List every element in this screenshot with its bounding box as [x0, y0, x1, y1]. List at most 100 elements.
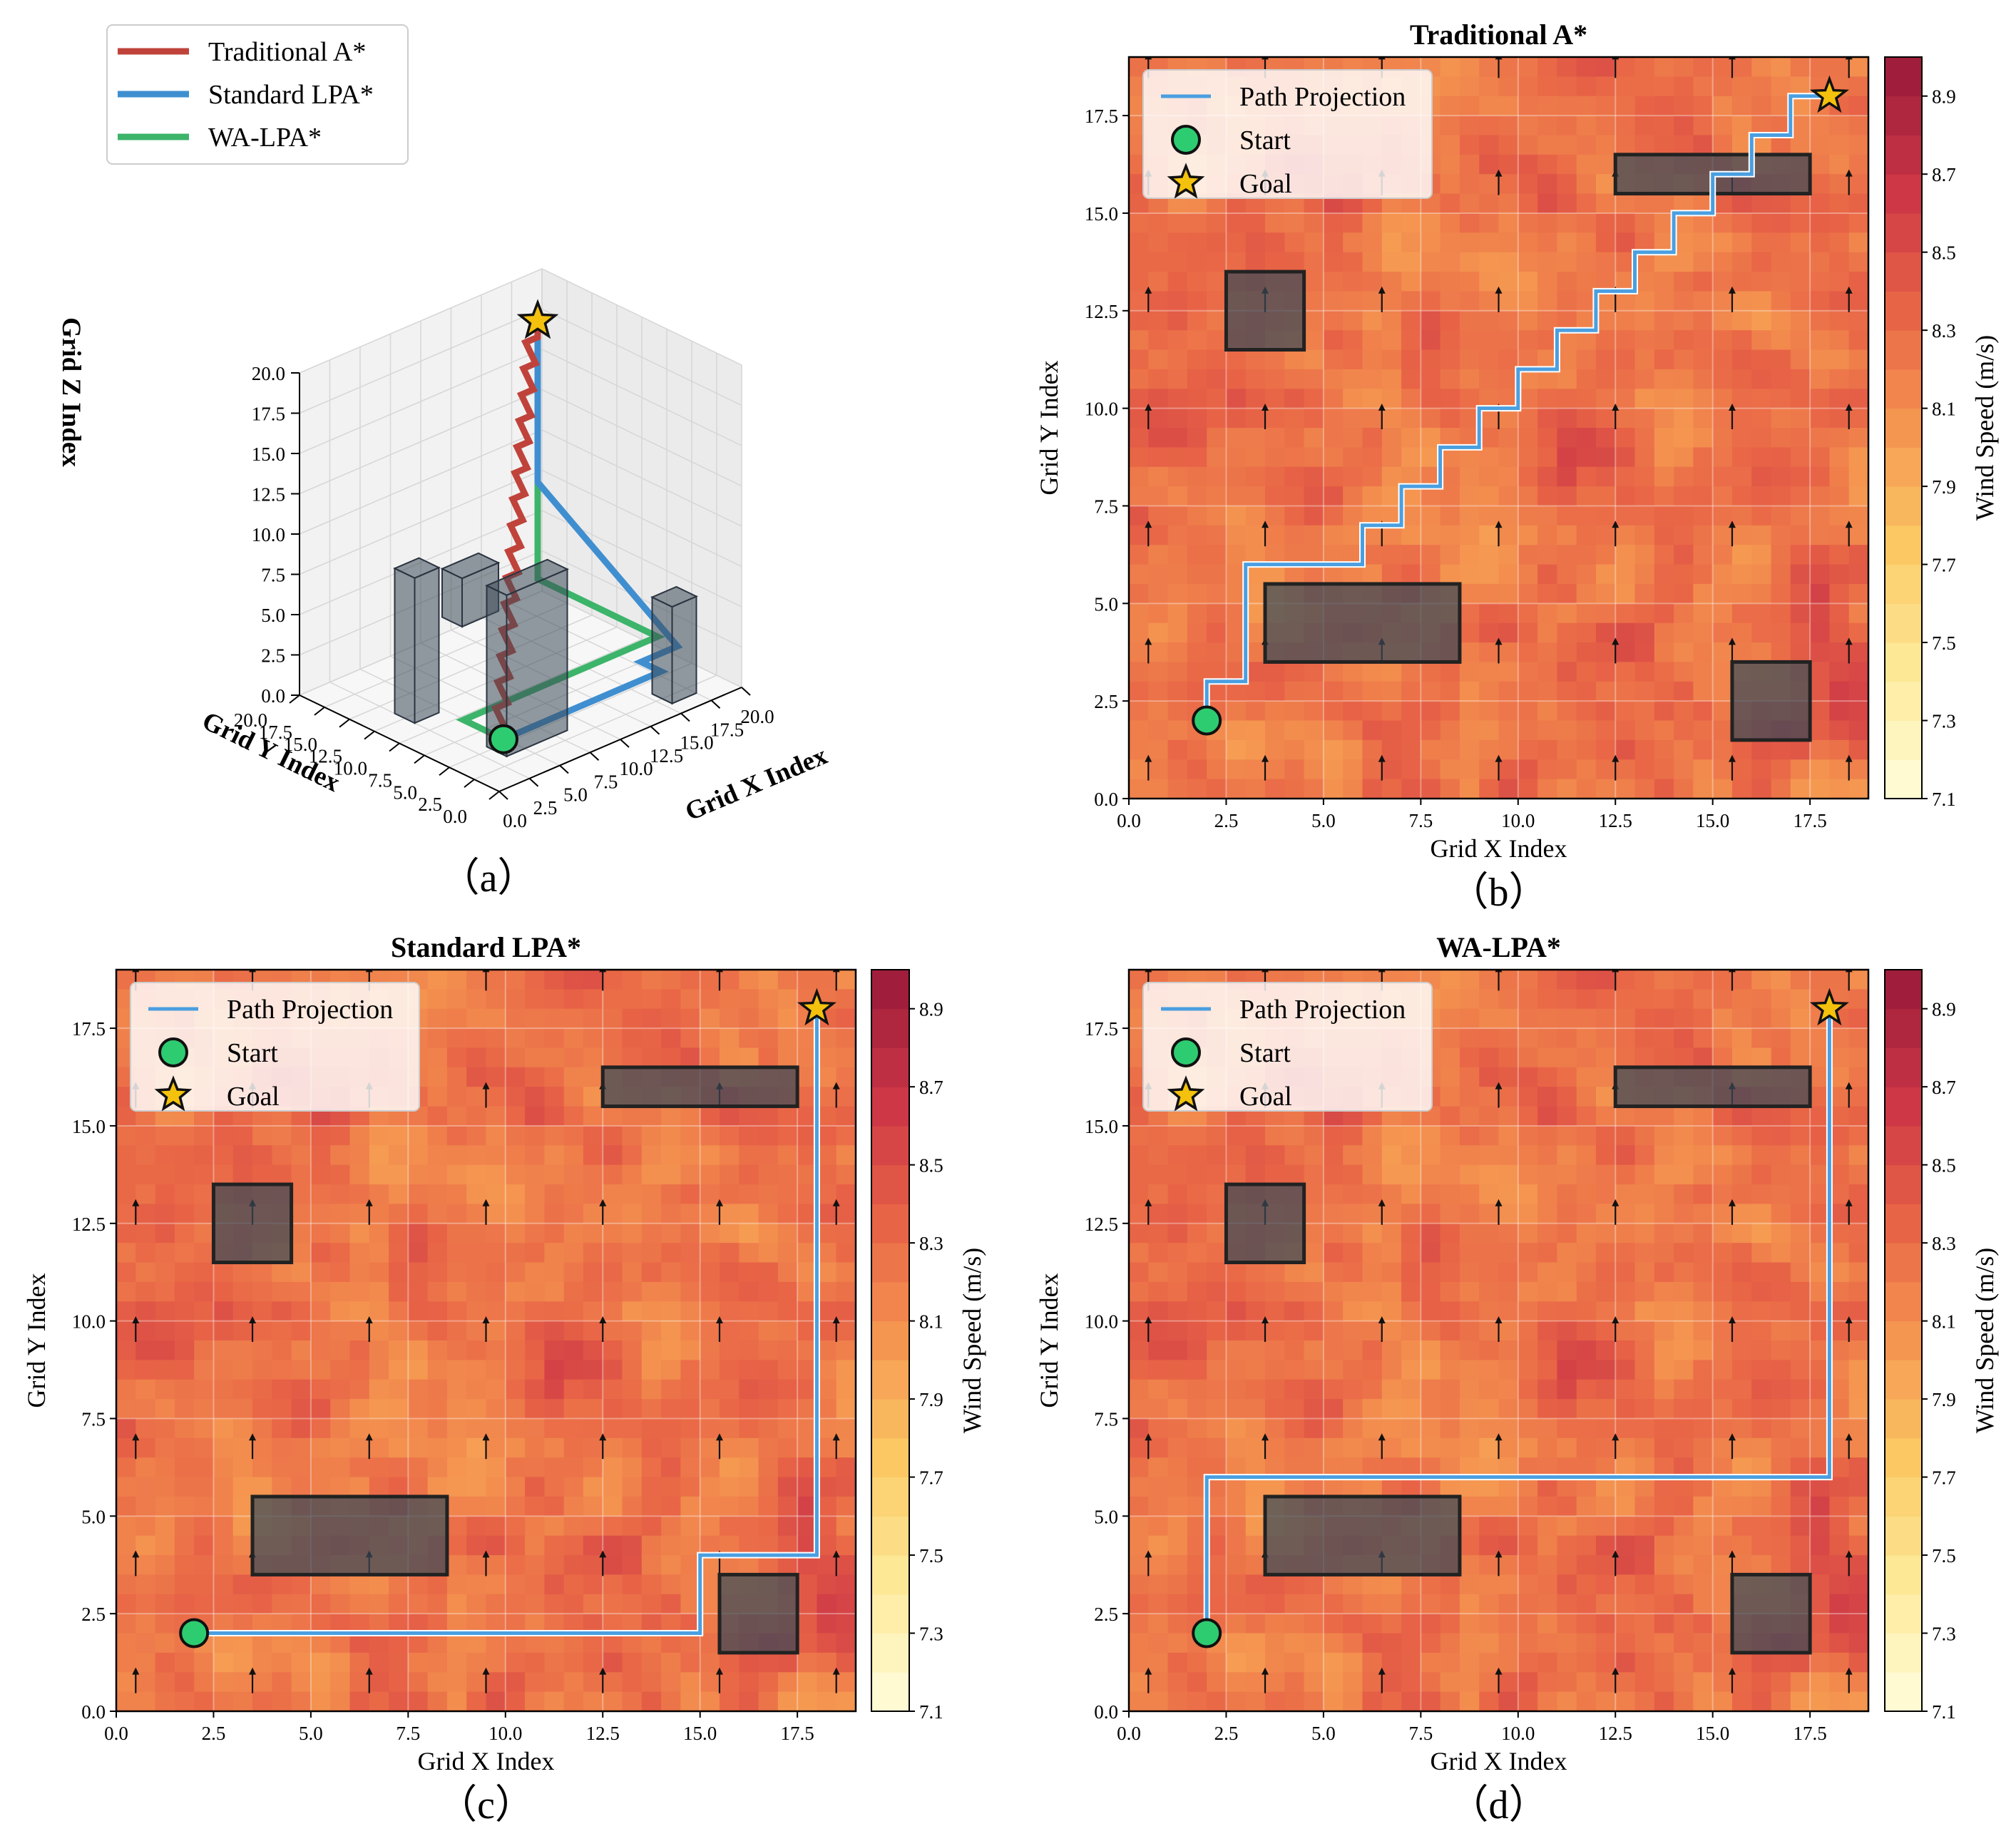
heat-cell: [1557, 135, 1577, 155]
heat-cell: [194, 1301, 215, 1322]
heat-cell: [1654, 1535, 1674, 1556]
heat-cell: [1654, 1164, 1674, 1185]
heat-cell: [1381, 720, 1402, 741]
heat-cell: [1498, 1087, 1519, 1107]
heat-cell: [1265, 1672, 1286, 1693]
heat-cell: [135, 1243, 156, 1263]
heat-cell: [1751, 212, 1772, 234]
heat-cell: [1304, 1652, 1324, 1673]
heat-cell: [1557, 252, 1577, 272]
heat-cell: [583, 1340, 603, 1361]
heat-cell: [1790, 1262, 1811, 1283]
heat-cell: [349, 1574, 370, 1595]
heat-cell: [1557, 545, 1577, 565]
heat-cell: [1518, 193, 1538, 214]
heat-cell: [1421, 1340, 1441, 1361]
heat-cell: [1440, 739, 1460, 761]
heat-cell: [583, 989, 603, 1010]
heat-cell: [1401, 1281, 1422, 1303]
heat-cell: [1557, 408, 1577, 429]
panel-title: Traditional A*: [1410, 19, 1587, 51]
heat-cell: [1751, 1028, 1772, 1049]
heat-cell: [1323, 662, 1344, 682]
heat-cell: [1421, 1614, 1441, 1634]
heat-cell: [1751, 252, 1772, 272]
heat-cell: [1226, 1379, 1247, 1400]
heat-cell: [1381, 408, 1402, 429]
heat-cell: [1848, 369, 1868, 390]
heat-cell: [1207, 642, 1227, 663]
heat-cell: [1518, 1555, 1538, 1576]
heat-cell: [1615, 1281, 1636, 1303]
heat-cell: [1790, 506, 1811, 526]
heat-cell: [1732, 759, 1753, 780]
heat-cell: [1498, 1125, 1519, 1147]
heat-cell: [777, 1652, 798, 1673]
colorbar-band: [1885, 1243, 1922, 1283]
heat-cell: [525, 1535, 546, 1556]
heat-cell: [1518, 76, 1538, 97]
heat-cell: [1771, 564, 1791, 585]
wind-arrow-head: [1728, 57, 1736, 60]
heat-cell: [1459, 739, 1480, 761]
heat-cell: [1129, 252, 1150, 272]
heat-cell: [1304, 1340, 1324, 1361]
heat-cell: [1167, 603, 1188, 624]
heat-cell: [194, 1321, 215, 1341]
path-projection-line: [194, 1008, 819, 1635]
heat-cell: [1674, 622, 1694, 643]
heat-cell: [1595, 1574, 1616, 1595]
heat-cell: [272, 1652, 292, 1673]
heat-cell: [1712, 1184, 1733, 1205]
heat-cell: [1751, 310, 1772, 331]
heat-cell: [1440, 408, 1460, 429]
heat-cell: [466, 1594, 487, 1614]
heat-cell: [1557, 486, 1577, 507]
heat-cell: [1654, 330, 1674, 351]
wind-arrow-head: [1145, 521, 1152, 528]
wind-arrow-head: [1845, 1316, 1853, 1323]
heat-cell: [1167, 310, 1188, 331]
heat-cell: [817, 1399, 837, 1420]
heat-cell: [1595, 330, 1616, 351]
heat-cell: [1595, 1399, 1616, 1420]
heat-cell: [525, 1204, 546, 1224]
heat-cell: [700, 1125, 720, 1147]
heat-cell: [1790, 57, 1811, 78]
heat-cell: [1381, 428, 1402, 448]
heat-cell: [1518, 779, 1538, 799]
wind-arrow-head: [482, 1199, 490, 1206]
heat-cell: [1187, 506, 1207, 526]
heat-cell: [291, 1223, 312, 1244]
colorbar-band: [1885, 759, 1922, 799]
heat-cell: [1207, 1223, 1227, 1244]
heat-cell: [1576, 1262, 1597, 1283]
heat-cell: [836, 1047, 856, 1068]
heat-cell: [1751, 642, 1772, 663]
heat-cell: [641, 1437, 662, 1458]
heat-cell: [1148, 1184, 1169, 1205]
heat-cell: [1810, 252, 1831, 272]
heat-cell: [1304, 466, 1324, 487]
heat-cell: [213, 1555, 234, 1576]
heat-cell: [1848, 1008, 1868, 1029]
heat-cell: [1829, 1672, 1850, 1693]
heat-cell: [1284, 525, 1305, 545]
heat-cell: [1421, 1204, 1441, 1224]
heat-cell: [1771, 193, 1791, 214]
heat-cell: [544, 1028, 565, 1049]
heat-cell: [389, 1477, 409, 1497]
y-tick-label: 5.0: [1094, 1506, 1118, 1527]
heat-cell: [1634, 76, 1655, 97]
heat-cell: [1459, 545, 1480, 565]
heat-cell: [1712, 1477, 1733, 1497]
x-axis-label: Grid X Index: [1431, 1747, 1567, 1775]
heat-cell: [1421, 1125, 1441, 1147]
heat-cell: [1304, 1145, 1324, 1166]
heat-cell: [505, 1204, 526, 1224]
wind-arrow-head: [482, 1667, 490, 1675]
heat-cell: [330, 1301, 351, 1322]
heat-cell: [1518, 1614, 1538, 1634]
heat-cell: [1771, 408, 1791, 429]
heat-cell: [1674, 447, 1694, 468]
